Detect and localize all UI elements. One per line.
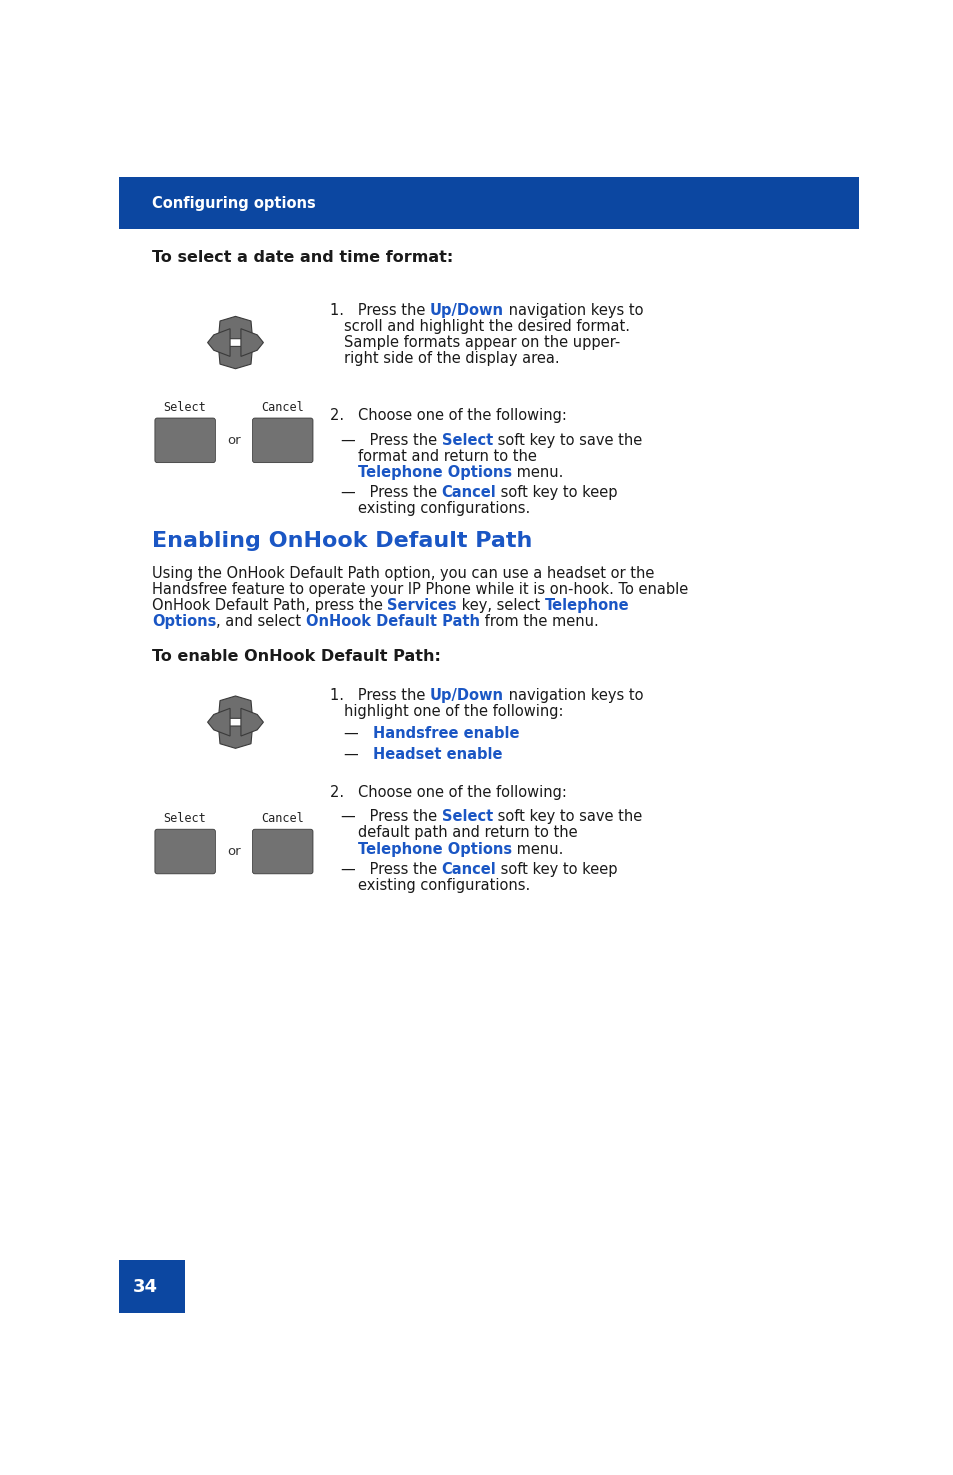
Polygon shape [218,726,253,748]
Polygon shape [208,708,230,736]
Text: Telephone Options: Telephone Options [357,842,512,857]
Text: 1.   Press the: 1. Press the [330,302,430,317]
Polygon shape [208,329,230,357]
Polygon shape [218,347,253,369]
Bar [119,1261,185,1313]
Text: existing configurations.: existing configurations. [357,878,530,892]
FancyBboxPatch shape [154,829,215,873]
Text: scroll and highlight the desired format.: scroll and highlight the desired format. [344,319,629,333]
Text: 34: 34 [133,1277,158,1295]
Bar [119,177,858,229]
Text: Cancel: Cancel [441,861,496,876]
Text: To enable OnHook Default Path:: To enable OnHook Default Path: [152,649,440,664]
Text: —: — [344,746,373,761]
Text: soft key to save the: soft key to save the [493,810,641,825]
Text: Options: Options [152,615,216,630]
Text: 2.   Choose one of the following:: 2. Choose one of the following: [330,785,566,799]
Text: or: or [227,434,240,447]
Text: from the menu.: from the menu. [479,615,598,630]
Text: key, select: key, select [456,599,544,614]
Text: To select a date and time format:: To select a date and time format: [152,251,453,266]
Text: Services: Services [387,599,456,614]
Text: Using the OnHook Default Path option, you can use a headset or the: Using the OnHook Default Path option, yo… [152,566,654,581]
Text: Cancel: Cancel [261,401,304,414]
Text: soft key to keep: soft key to keep [496,485,618,500]
Text: soft key to save the: soft key to save the [493,432,641,447]
Text: —   Press the: — Press the [340,810,441,825]
Text: —   Press the: — Press the [340,432,441,447]
Text: —   Press the: — Press the [340,485,441,500]
Polygon shape [218,316,253,339]
Text: menu.: menu. [512,465,563,479]
Text: —: — [344,726,373,740]
Text: Handsfree feature to operate your IP Phone while it is on-hook. To enable: Handsfree feature to operate your IP Pho… [152,583,687,597]
Text: Up/Down: Up/Down [430,302,503,317]
Text: OnHook Default Path: OnHook Default Path [306,615,479,630]
Text: Select: Select [164,813,206,826]
Text: Handsfree enable: Handsfree enable [373,726,518,740]
Text: 2.   Choose one of the following:: 2. Choose one of the following: [330,409,566,423]
Text: Select: Select [441,432,493,447]
Text: default path and return to the: default path and return to the [357,826,577,841]
Polygon shape [218,696,253,718]
Text: Sample formats appear on the upper-: Sample formats appear on the upper- [344,335,619,350]
Text: navigation keys to: navigation keys to [503,302,643,317]
Text: Select: Select [164,401,206,414]
Text: Headset enable: Headset enable [373,746,501,761]
Text: Configuring options: Configuring options [152,196,315,211]
Text: Cancel: Cancel [261,813,304,826]
Text: Telephone Options: Telephone Options [357,465,512,479]
Text: highlight one of the following:: highlight one of the following: [344,704,563,718]
Text: , and select: , and select [216,615,306,630]
Text: Telephone: Telephone [544,599,629,614]
Text: navigation keys to: navigation keys to [503,687,643,702]
Text: Cancel: Cancel [441,485,496,500]
Text: soft key to keep: soft key to keep [496,861,618,876]
Text: OnHook Default Path, press the: OnHook Default Path, press the [152,599,387,614]
Polygon shape [241,329,263,357]
FancyBboxPatch shape [253,829,313,873]
Text: right side of the display area.: right side of the display area. [344,351,559,366]
Text: or: or [227,845,240,858]
FancyBboxPatch shape [154,417,215,463]
Text: Enabling OnHook Default Path: Enabling OnHook Default Path [152,531,532,552]
Text: —   Press the: — Press the [340,861,441,876]
Text: menu.: menu. [512,842,563,857]
Text: existing configurations.: existing configurations. [357,502,530,516]
Text: format and return to the: format and return to the [357,448,537,463]
Text: 1.   Press the: 1. Press the [330,687,430,702]
Polygon shape [241,708,263,736]
Text: Up/Down: Up/Down [430,687,503,702]
FancyBboxPatch shape [253,417,313,463]
Text: Select: Select [441,810,493,825]
